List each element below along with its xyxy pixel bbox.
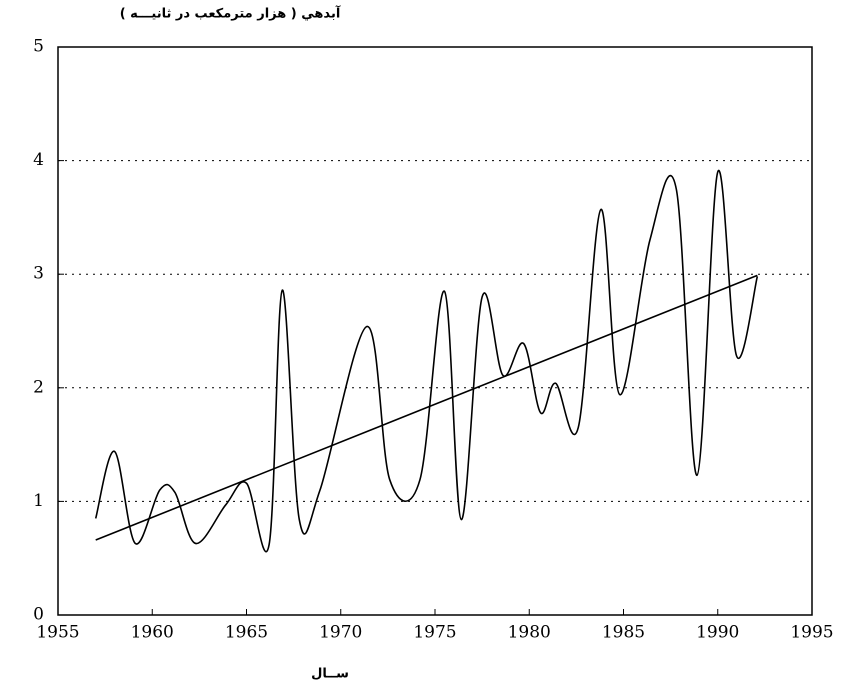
y-tick-label: 0 [33,605,44,625]
y-tick-label: 1 [33,491,44,511]
x-tick-label: 1970 [319,623,362,643]
x-tick-label: 1990 [696,623,739,643]
series-line [94,169,759,553]
x-tick-label: 1980 [508,623,551,643]
y-tick-label: 5 [33,37,44,57]
x-axis-title: ســال [311,667,349,682]
x-tick-label: 1985 [602,623,645,643]
y-tick-label: 3 [33,264,44,284]
y-tick-label: 2 [33,377,44,397]
x-tick-label: 1960 [131,623,174,643]
x-tick-label: 1975 [413,623,456,643]
y-tick-label: 4 [33,150,44,170]
x-tick-label: 1965 [225,623,268,643]
x-tick-label: 1995 [790,623,833,643]
series-line [95,274,758,541]
x-tick-label: 1955 [36,623,79,643]
y-axis-title: آبدهي ( هزار مترمكعب در ثانيـــه ) [120,5,341,22]
plot-frame [57,46,813,616]
